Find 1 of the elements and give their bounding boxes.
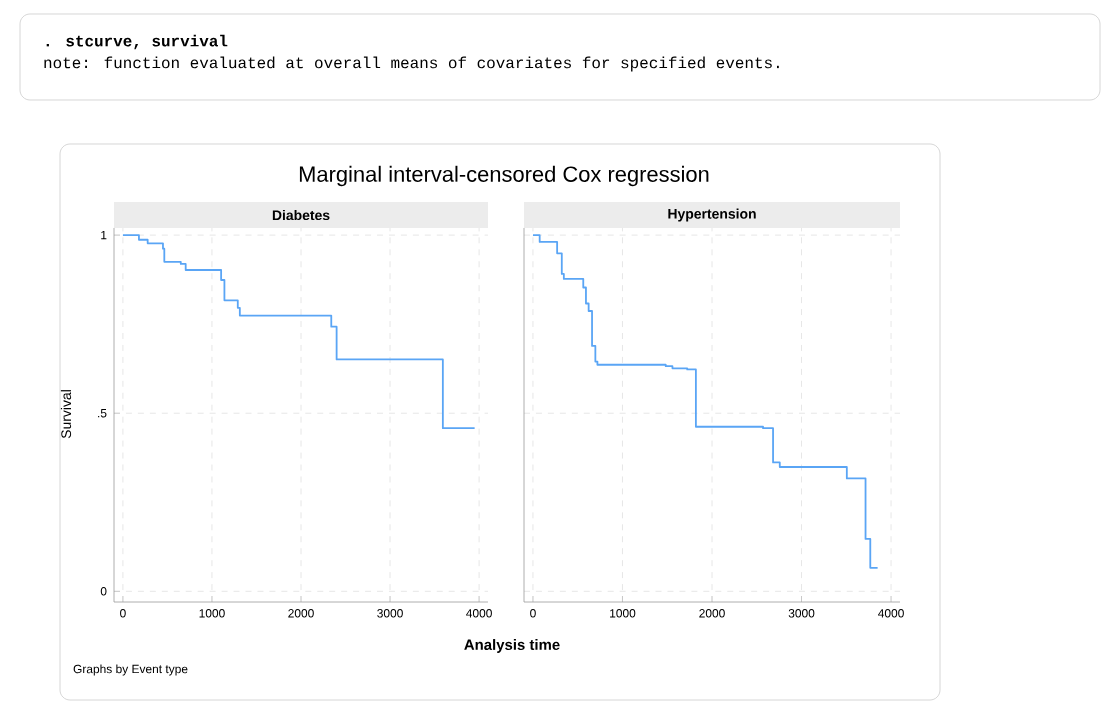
chart-title: Marginal interval-censored Cox regression	[299, 165, 709, 187]
